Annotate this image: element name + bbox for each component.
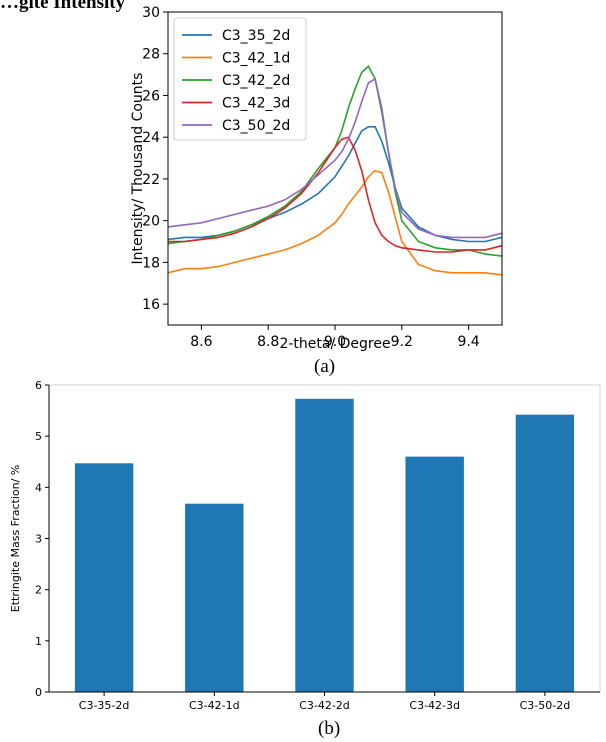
y-tick-label: 24 bbox=[142, 130, 160, 146]
top-title-fragment: …gite Intensity bbox=[0, 0, 126, 13]
x-tick-label: C3-35-2d bbox=[79, 699, 130, 712]
ettringite-bar-chart: C3-35-2d C3-42-1d C3-42-2d C3-42-3d C3-50-2d… bbox=[9, 379, 601, 712]
y-tick-label: 1 bbox=[35, 635, 42, 648]
legend-label-C3_35_2d: C3_35_2d bbox=[222, 28, 290, 44]
series-line-C3_42_3d bbox=[168, 136, 503, 253]
y-tick-label: 28 bbox=[142, 47, 160, 63]
x-tick-label: 8.8 bbox=[257, 334, 279, 350]
y-tick-label: 26 bbox=[142, 88, 160, 104]
bar-C3-50-2d bbox=[515, 414, 575, 692]
legend-label-C3_42_2d: C3_42_2d bbox=[222, 73, 290, 89]
series-line-C3_50_2d bbox=[167, 77, 503, 239]
bar-C3-35-2d bbox=[74, 463, 134, 692]
bar-C3-42-1d bbox=[185, 503, 244, 692]
x-tick-label: 8.6 bbox=[190, 334, 212, 350]
x-tick-label: C3-50-2d bbox=[520, 699, 571, 712]
x-tick-label: 9.4 bbox=[457, 334, 479, 350]
y-tick-label: 20 bbox=[142, 214, 160, 230]
y-tick-label: 22 bbox=[142, 172, 160, 188]
x-tick-label: 9.0 bbox=[324, 334, 346, 350]
series-line-C3_35_2d bbox=[167, 126, 503, 243]
y-tick-label: 16 bbox=[142, 297, 160, 313]
bar-C3-42-3d bbox=[405, 456, 464, 692]
legend-label-C3_50_2d: C3_50_2d bbox=[222, 118, 290, 134]
y-axis-label: Intensity/ Thousand Counts bbox=[130, 73, 146, 265]
y-tick-label: 2 bbox=[35, 584, 42, 597]
xrd-line-chart: 8.6 8.8 9.0 9.2 9.4 16 18 20 22 24 26 28 30 2-theta/ … bbox=[130, 5, 503, 352]
y-tick-label: 5 bbox=[35, 430, 42, 443]
y-tick-label: 18 bbox=[142, 255, 160, 271]
legend-label-C3_42_1d: C3_42_1d bbox=[222, 51, 290, 67]
x-tick-label: C3-42-3d bbox=[409, 699, 460, 712]
legend-label-C3_42_3d: C3_42_3d bbox=[222, 96, 290, 112]
x-axis-label: 2-theta/ Degree bbox=[279, 336, 390, 352]
y-axis-label: Ettringite Mass Fraction/ % bbox=[9, 465, 22, 613]
x-tick-label: C3-42-1d bbox=[189, 699, 240, 712]
y-tick-label: 4 bbox=[35, 481, 42, 494]
x-tick-label: 9.2 bbox=[391, 334, 413, 350]
series-line-C3_42_2d bbox=[167, 65, 503, 257]
legend-box bbox=[173, 17, 307, 141]
caption-a: (a) bbox=[314, 356, 336, 377]
y-tick-label: 0 bbox=[35, 686, 42, 699]
caption-b: (b) bbox=[318, 718, 341, 739]
y-tick-label: 30 bbox=[142, 5, 160, 21]
y-tick-label: 6 bbox=[35, 379, 42, 392]
series-line-C3_42_1d bbox=[167, 169, 503, 276]
y-tick-label: 3 bbox=[35, 533, 42, 546]
bar-C3-42-2d bbox=[295, 398, 354, 692]
x-tick-label: C3-42-2d bbox=[299, 699, 350, 712]
